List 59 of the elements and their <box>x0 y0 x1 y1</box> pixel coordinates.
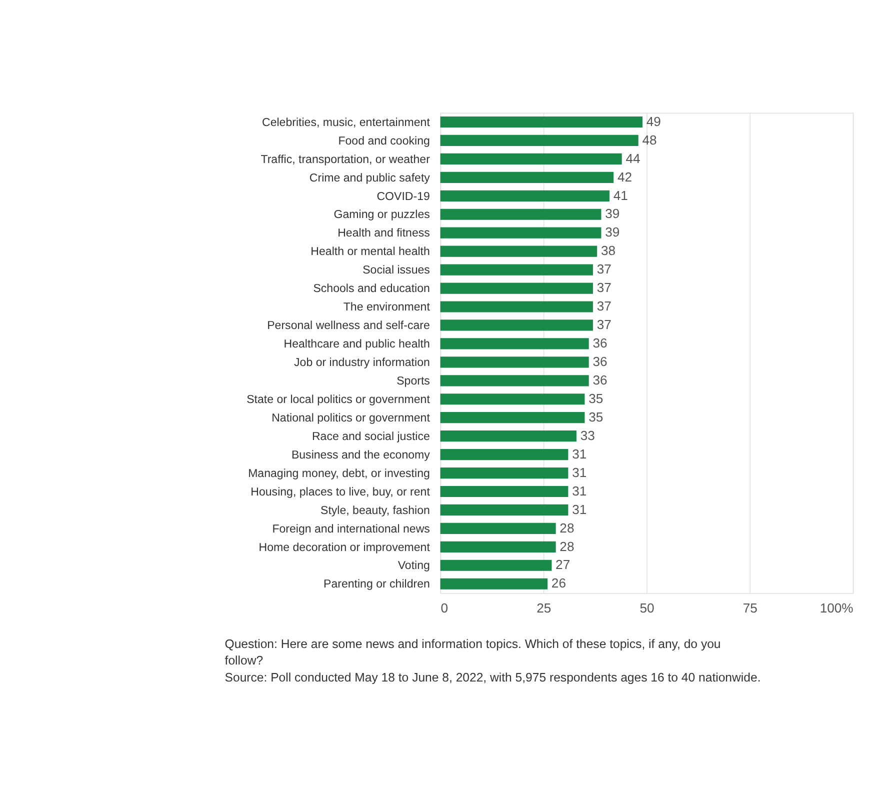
data-label: 36 <box>592 336 608 351</box>
x-tick-label: 100% <box>820 600 854 616</box>
y-tick-label: Crime and public safety <box>309 172 430 184</box>
source-note: Source: Poll conducted May 18 to June 8, 2022, with 5,975 respondents ages 16 to 40 nationwide. <box>224 670 761 685</box>
y-tick-label: Schools and education <box>313 283 430 296</box>
y-tick-label: COVID-19 <box>376 190 430 203</box>
y-tick-label: Healthcare and public health <box>284 338 430 351</box>
x-tick-label: 0 <box>440 600 448 616</box>
data-label: 44 <box>626 150 640 166</box>
y-tick-label: Housing, places to live, buy, or rent <box>250 486 431 498</box>
data-label: 31 <box>572 464 587 480</box>
data-label: 33 <box>580 428 595 443</box>
data-label: 31 <box>572 483 587 498</box>
data-label: 39 <box>605 224 620 240</box>
y-tick-label: Traffic, transportation, or weather <box>260 154 430 166</box>
data-label: 28 <box>560 538 574 554</box>
data-label: 35 <box>588 390 604 406</box>
y-tick-label: Social issues <box>362 264 430 277</box>
y-tick-label: Home decoration or improvement <box>258 542 431 554</box>
data-label: 36 <box>592 372 608 388</box>
x-tick-label: 50 <box>640 600 654 616</box>
data-label: 37 <box>596 298 612 314</box>
data-label: 31 <box>572 502 587 517</box>
data-label: 38 <box>600 243 616 258</box>
y-tick-label: Foreign and international news <box>272 523 430 536</box>
data-label: 37 <box>596 280 612 296</box>
data-label: 41 <box>613 188 628 203</box>
y-tick-label: Race and social justice <box>312 430 430 443</box>
y-tick-label: Health or mental health <box>310 246 430 258</box>
y-tick-label: Gaming or puzzles <box>334 209 430 222</box>
x-tick-label: 25 <box>536 600 552 616</box>
y-tick-label: Managing money, debt, or investing <box>248 468 430 480</box>
y-tick-label: Job or industry information <box>294 357 430 370</box>
y-tick-label: Parenting or children <box>324 578 430 591</box>
y-tick-label: Style, beauty, fashion <box>320 504 430 517</box>
data-label: 31 <box>572 446 587 462</box>
data-label: 37 <box>596 317 612 332</box>
data-label: 37 <box>596 262 612 277</box>
data-label: 26 <box>551 576 566 591</box>
data-label: 36 <box>592 354 608 370</box>
y-tick-label: National politics or government <box>272 412 431 424</box>
y-tick-label: Sports <box>396 375 430 388</box>
data-label: 35 <box>588 409 604 424</box>
data-label: 28 <box>560 520 574 536</box>
y-tick-label: Voting <box>398 560 430 572</box>
y-tick-label: Celebrities, music, entertainment <box>262 116 431 129</box>
data-label: 27 <box>556 557 570 572</box>
y-tick-label: The environment <box>343 302 431 314</box>
y-tick-label: Business and the economy <box>291 449 430 462</box>
data-label: 39 <box>605 206 620 222</box>
y-tick-label: Food and cooking <box>338 135 430 148</box>
data-label: 48 <box>642 132 657 148</box>
y-tick-label: Personal wellness and self-care <box>267 320 430 332</box>
x-tick-label: 75 <box>742 600 758 616</box>
data-label: 49 <box>646 114 661 129</box>
data-label: 42 <box>617 169 632 184</box>
text: Question: Here are some news and information topics. Which of these topics, if any, do you follow? <box>224 636 721 668</box>
y-tick-label: Health and fitness <box>338 228 430 240</box>
y-tick-label: State or local politics or government <box>246 394 431 406</box>
